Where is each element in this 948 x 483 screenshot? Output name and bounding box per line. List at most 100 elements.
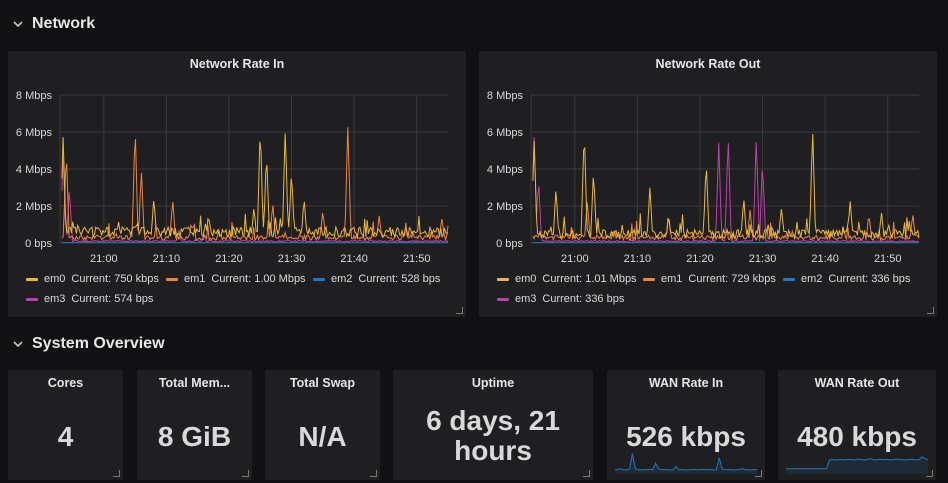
series-line-em1 — [532, 202, 920, 242]
legend-item-em3[interactable]: em3 Current: 574 bps — [26, 293, 153, 305]
legend-swatch — [26, 297, 38, 301]
y-tick-label: 4 Mbps — [16, 164, 53, 176]
legend-label: em3 — [515, 293, 537, 305]
legend-label: em3 — [44, 293, 66, 305]
legend-label: em0 — [44, 273, 66, 285]
network-rate-out-chart[interactable]: 0 bps 2 Mbps 4 Mbps 6 Mbps 8 Mbps 21:00 21:10 2… — [479, 51, 937, 317]
wan-rate-in-sparkline — [615, 453, 757, 474]
system-overview-row-header[interactable]: System Overview — [12, 332, 165, 356]
legend-swatch — [643, 277, 655, 281]
series-line-em0 — [532, 133, 920, 240]
legend-item-em1[interactable]: em1 Current: 1.00 Mbps — [166, 273, 306, 285]
stat-panel-total-swap[interactable]: Total Swap N/A — [265, 370, 380, 480]
stat-value: 480 kbps — [797, 421, 917, 452]
network-rate-in-panel[interactable]: Network Rate In 0 bps 2 Mbps 4 Mbps 6 Mbps 8… — [8, 51, 466, 317]
panel-title[interactable]: Network Rate Out — [655, 57, 761, 71]
resize-handle[interactable] — [242, 470, 249, 477]
legend-label: em2 — [801, 273, 823, 285]
legend-label: em0 — [515, 273, 537, 285]
legend-item-em2[interactable]: em2 Current: 336 bps — [783, 273, 910, 285]
y-tick-label: 6 Mbps — [487, 127, 524, 139]
panel-title[interactable]: Network Rate In — [189, 57, 285, 71]
x-tick-label: 21:50 — [403, 253, 431, 265]
legend-item-em0[interactable]: em0 Current: 750 kbps — [26, 273, 159, 285]
legend-current: Current: 750 kbps — [71, 273, 159, 285]
y-tick-label: 4 Mbps — [487, 164, 524, 176]
y-tick-label: 0 bps — [25, 238, 52, 250]
legend-label: em2 — [331, 273, 353, 285]
series-line-em3 — [532, 137, 920, 243]
network-rate-out-panel[interactable]: Network Rate Out 0 bps 2 Mbps 4 Mbps 6 Mbps… — [479, 51, 937, 317]
x-tick-label: 21:10 — [624, 253, 652, 265]
y-tick-label: 0 bps — [496, 238, 523, 250]
legend-swatch — [166, 277, 178, 281]
stat-value: 526 kbps — [626, 421, 746, 452]
stat-panel-cores[interactable]: Cores 4 — [8, 370, 123, 480]
legend-current: Current: 528 bps — [358, 273, 441, 285]
resize-handle[interactable] — [583, 470, 590, 477]
stat-value-line-1: 6 days, 21 — [426, 405, 560, 436]
x-tick-label: 21:40 — [811, 253, 839, 265]
legend-item-em2[interactable]: em2 Current: 528 bps — [313, 273, 440, 285]
legend-item-em0[interactable]: em0 Current: 1.01 Mbps — [497, 273, 637, 285]
panel-title[interactable]: WAN Rate Out — [814, 376, 900, 390]
series-line-em0 — [61, 133, 449, 239]
chevron-down-icon — [13, 21, 23, 28]
panel-title[interactable]: Total Mem... — [158, 376, 231, 390]
y-tick-label: 2 Mbps — [16, 201, 53, 213]
stat-value: 6 days, 21 hours — [393, 405, 593, 467]
network-rate-in-chart[interactable]: 0 bps 2 Mbps 4 Mbps 6 Mbps 8 Mbps 21:00 21:10 2… — [8, 51, 466, 317]
panel-title[interactable]: WAN Rate In — [648, 376, 724, 390]
panel-title[interactable]: Cores — [47, 376, 84, 390]
stat-panel-uptime[interactable]: Uptime 6 days, 21 hours — [393, 370, 593, 480]
sparkline-area — [615, 453, 757, 474]
legend-current: Current: 1.00 Mbps — [211, 273, 306, 285]
panel-title[interactable]: Uptime — [471, 376, 515, 390]
sparkline-line — [615, 453, 757, 471]
legend-item-em1[interactable]: em1 Current: 729 kbps — [643, 273, 776, 285]
legend-current: Current: 336 bps — [542, 293, 625, 305]
legend-swatch — [497, 277, 509, 281]
x-tick-label: 21:40 — [340, 253, 368, 265]
stat-panel-wan-rate-in[interactable]: WAN Rate In 526 kbps — [607, 370, 765, 480]
x-tick-label: 21:20 — [215, 253, 243, 265]
x-tick-label: 21:50 — [874, 253, 902, 265]
stat-panel-total-memory[interactable]: Total Mem... 8 GiB — [137, 370, 252, 480]
panel-title[interactable]: Total Swap — [289, 376, 356, 390]
chevron-down-icon — [13, 341, 23, 348]
resize-handle[interactable] — [927, 307, 934, 314]
legend-current: Current: 1.01 Mbps — [542, 273, 637, 285]
network-row-header[interactable]: Network — [12, 12, 95, 36]
sparkline-area — [786, 456, 928, 474]
legend-swatch — [783, 277, 795, 281]
y-tick-label: 2 Mbps — [487, 201, 524, 213]
legend-current: Current: 729 kbps — [688, 273, 776, 285]
sparkline-line — [786, 456, 928, 470]
y-tick-label: 6 Mbps — [16, 127, 53, 139]
resize-handle[interactable] — [926, 470, 933, 477]
legend-current: Current: 336 bps — [828, 273, 911, 285]
legend-swatch — [497, 297, 509, 301]
legend-item-em3[interactable]: em3 Current: 336 bps — [497, 293, 624, 305]
legend-label: em1 — [184, 273, 206, 285]
stat-panel-wan-rate-out[interactable]: WAN Rate Out 480 kbps — [778, 370, 936, 480]
resize-handle[interactable] — [370, 470, 377, 477]
resize-handle[interactable] — [113, 470, 120, 477]
x-tick-label: 21:00 — [90, 253, 118, 265]
stat-value: N/A — [298, 421, 347, 452]
stat-value: 8 GiB — [157, 421, 232, 452]
legend-current: Current: 574 bps — [71, 293, 154, 305]
stat-value: 4 — [57, 421, 74, 452]
resize-handle[interactable] — [456, 307, 463, 314]
y-tick-label: 8 Mbps — [16, 90, 53, 102]
x-tick-label: 21:00 — [561, 253, 589, 265]
stat-value-line-2: hours — [454, 435, 532, 467]
resize-handle[interactable] — [755, 470, 762, 477]
x-tick-label: 21:30 — [278, 253, 306, 265]
row-title-system-overview: System Overview — [32, 335, 165, 352]
wan-rate-out-sparkline — [786, 456, 928, 474]
y-tick-label: 8 Mbps — [487, 90, 524, 102]
series-line-em3 — [61, 157, 449, 243]
x-tick-label: 21:10 — [153, 253, 181, 265]
x-tick-label: 21:30 — [749, 253, 777, 265]
